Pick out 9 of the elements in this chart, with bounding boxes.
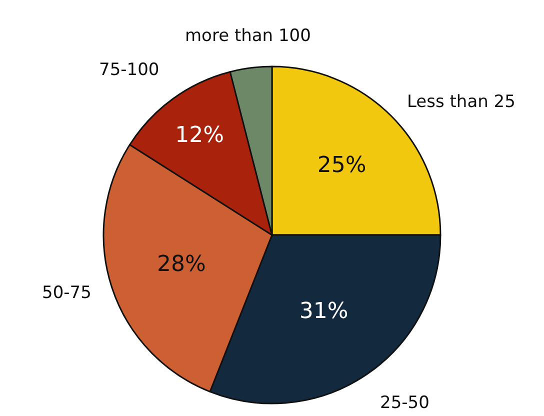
slice-label: 50-75	[42, 283, 92, 303]
slice-label: 75-100	[99, 60, 160, 80]
data-label: 12%	[175, 122, 224, 148]
slice-label: Less than 25	[407, 92, 516, 112]
data-label: 31%	[299, 298, 348, 324]
slice-label: 25-50	[380, 393, 430, 413]
data-label: 25%	[317, 152, 366, 178]
data-label: 28%	[157, 252, 206, 277]
slice-label: more than 100	[185, 26, 311, 46]
